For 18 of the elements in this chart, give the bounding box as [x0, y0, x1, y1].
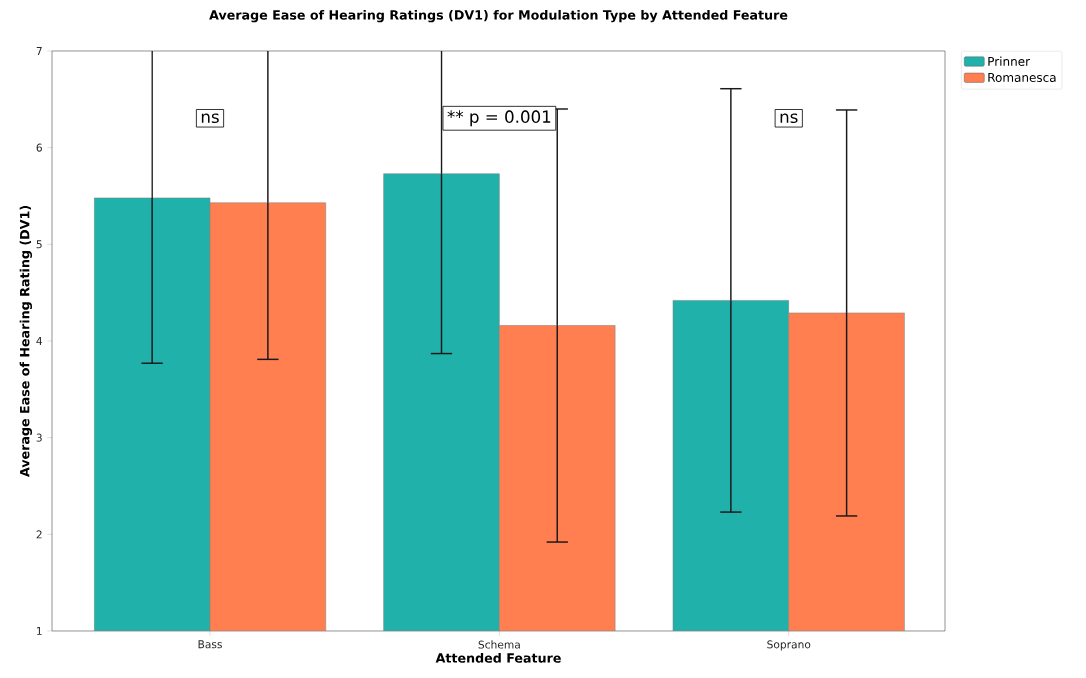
y-tick-label: 2 [36, 530, 42, 539]
y-tick-label: 4 [36, 337, 43, 345]
y-axis-title: Average Ease of Hearing Rating (DV1) [19, 206, 33, 477]
y-tick-label: 1 [37, 627, 42, 635]
legend-label: Romanesca [988, 73, 1056, 82]
x-tick-label: Schema [478, 640, 520, 649]
y-tick-label: 5 [36, 240, 42, 249]
x-tick-label: Soprano [767, 640, 811, 651]
legend-label: Prinner [988, 56, 1031, 66]
annotation: ** p = 0.001 [447, 110, 551, 127]
x-tick-label: Bass [198, 640, 222, 649]
y-tick-label: 6 [36, 143, 42, 152]
y-tick-label: 3 [36, 433, 42, 442]
x-axis-title: Attended Feature [435, 652, 561, 663]
y-tick-label: 7 [36, 47, 42, 55]
annotation: ns [780, 113, 798, 124]
chart-title: Average Ease of Hearing Ratings (DV1) for Modulation Type by Attended Feature [209, 9, 788, 23]
annotation: ns [201, 113, 219, 124]
